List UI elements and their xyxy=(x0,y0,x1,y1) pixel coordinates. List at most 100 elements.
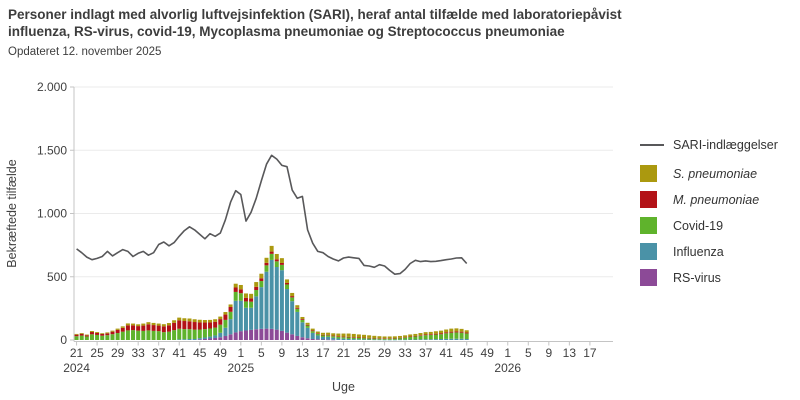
x-axis-title: Uge xyxy=(332,380,355,394)
x-tick-label: 17 xyxy=(583,346,597,360)
bar-segment-influenza xyxy=(326,336,331,340)
legend-label: RS-virus xyxy=(673,270,721,285)
x-tick-label: 17 xyxy=(316,346,330,360)
bar-segment-rs-virus xyxy=(228,334,233,340)
bar-segment-s-pneumoniae xyxy=(131,323,136,326)
bar-segment-covid-19 xyxy=(249,301,254,308)
chart-legend: SARI-indlæggelser S. pneumoniae M. pneumo… xyxy=(640,136,798,295)
bar-segment-m-pneumoniae xyxy=(74,334,79,337)
bar-segment-s-pneumoniae xyxy=(367,335,372,338)
x-tick-label: 25 xyxy=(357,346,371,360)
bar-segment-m-pneumoniae xyxy=(95,332,100,335)
bar-segment-m-pneumoniae xyxy=(238,289,243,294)
bar-segment-s-pneumoniae xyxy=(269,245,274,252)
bar-segment-influenza xyxy=(454,338,459,340)
bar-segment-s-pneumoniae xyxy=(213,319,218,322)
bar-segment-influenza xyxy=(382,339,387,341)
bar-segment-rs-virus xyxy=(243,330,248,340)
bar-segment-covid-19 xyxy=(74,336,79,340)
bar-segment-s-pneumoniae xyxy=(464,330,469,333)
bar-segment-m-pneumoniae xyxy=(187,321,192,330)
bar-segment-covid-19 xyxy=(341,337,346,339)
bar-segment-s-pneumoniae xyxy=(346,333,351,337)
bar-segment-covid-19 xyxy=(156,331,161,340)
bar-segment-covid-19 xyxy=(115,333,120,340)
bar-segment-covid-19 xyxy=(397,338,402,340)
bar-segment-covid-19 xyxy=(418,335,423,340)
bar-segment-covid-19 xyxy=(228,311,233,320)
bar-segment-rs-virus xyxy=(331,339,336,341)
bar-segment-covid-19 xyxy=(238,293,243,301)
bar-segment-s-pneumoniae xyxy=(326,332,331,335)
bar-segment-rs-virus xyxy=(233,332,238,340)
x-tick-label: 45 xyxy=(193,346,207,360)
bar-segment-m-pneumoniae xyxy=(161,326,166,333)
legend-swatch-icon xyxy=(640,269,657,286)
y-tick-label: 1.500 xyxy=(37,143,67,157)
bar-segment-m-pneumoniae xyxy=(397,337,402,339)
bar-segment-s-pneumoniae xyxy=(79,333,84,334)
bar-segment-rs-virus xyxy=(254,329,259,340)
legend-label-sari: SARI-indlæggelser xyxy=(673,138,778,152)
bar-segment-s-pneumoniae xyxy=(202,320,207,323)
bar-segment-m-pneumoniae xyxy=(346,336,351,338)
bar-segment-m-pneumoniae xyxy=(269,251,274,254)
bar-segment-covid-19 xyxy=(290,297,295,302)
bar-segment-s-pneumoniae xyxy=(151,322,156,326)
bar-segment-influenza xyxy=(408,339,413,340)
legend-label: M. pneumoniae xyxy=(673,192,760,207)
bar-segment-m-pneumoniae xyxy=(233,287,238,292)
bar-segment-m-pneumoniae xyxy=(177,320,182,329)
bar-segment-s-pneumoniae xyxy=(125,323,130,326)
bar-segment-influenza xyxy=(336,338,341,340)
bar-segment-influenza xyxy=(197,338,202,340)
bar-segment-s-pneumoniae xyxy=(356,334,361,338)
bar-segment-s-pneumoniae xyxy=(100,333,105,334)
bar-segment-rs-virus xyxy=(223,335,228,340)
legend-swatch-icon xyxy=(640,243,657,260)
bar-segment-influenza xyxy=(300,322,305,338)
bar-segment-s-pneumoniae xyxy=(243,293,248,298)
bar-segment-rs-virus xyxy=(264,328,269,340)
bar-segment-s-pneumoniae xyxy=(382,336,387,339)
bar-segment-covid-19 xyxy=(285,284,290,290)
y-tick-label: 1.000 xyxy=(37,207,67,221)
x-tick-label: 45 xyxy=(460,346,474,360)
bar-segment-s-pneumoniae xyxy=(141,323,146,326)
bar-segment-m-pneumoniae xyxy=(336,336,341,337)
bar-segment-s-pneumoniae xyxy=(172,320,177,323)
bar-segment-covid-19 xyxy=(433,334,438,340)
bar-segment-m-pneumoniae xyxy=(444,332,449,334)
bar-segment-s-pneumoniae xyxy=(418,333,423,336)
bar-segment-s-pneumoniae xyxy=(279,258,284,263)
bar-segment-m-pneumoniae xyxy=(290,296,295,298)
bar-segment-s-pneumoniae xyxy=(238,284,243,290)
bar-segment-covid-19 xyxy=(346,337,351,339)
bar-segment-covid-19 xyxy=(161,332,166,340)
x-tick-label: 13 xyxy=(563,346,577,360)
bar-segment-m-pneumoniae xyxy=(392,338,397,339)
bar-segment-m-pneumoniae xyxy=(151,325,156,331)
bar-segment-s-pneumoniae xyxy=(351,333,356,338)
bar-segment-influenza xyxy=(418,339,423,340)
bar-segment-rs-virus xyxy=(285,332,290,340)
bar-segment-rs-virus xyxy=(259,328,264,340)
bar-segment-m-pneumoniae xyxy=(439,333,444,335)
x-tick-label: 33 xyxy=(131,346,145,360)
bar-segment-covid-19 xyxy=(131,330,136,340)
bar-segment-covid-19 xyxy=(459,332,464,339)
bar-segment-influenza xyxy=(269,259,274,329)
legend-label: Covid-19 xyxy=(673,218,724,233)
bar-segment-s-pneumoniae xyxy=(192,319,197,323)
bar-segment-s-pneumoniae xyxy=(264,257,269,263)
bar-segment-covid-19 xyxy=(305,325,310,328)
bar-segment-m-pneumoniae xyxy=(223,314,228,320)
bar-segment-m-pneumoniae xyxy=(310,330,315,332)
x-tick-label: 41 xyxy=(173,346,187,360)
x-year-label: 2025 xyxy=(227,361,254,375)
bar-segment-s-pneumoniae xyxy=(413,333,418,336)
bar-segment-influenza xyxy=(320,336,325,340)
bar-segment-s-pneumoniae xyxy=(300,316,305,320)
bar-segment-s-pneumoniae xyxy=(115,328,120,330)
bar-segment-m-pneumoniae xyxy=(208,322,213,329)
